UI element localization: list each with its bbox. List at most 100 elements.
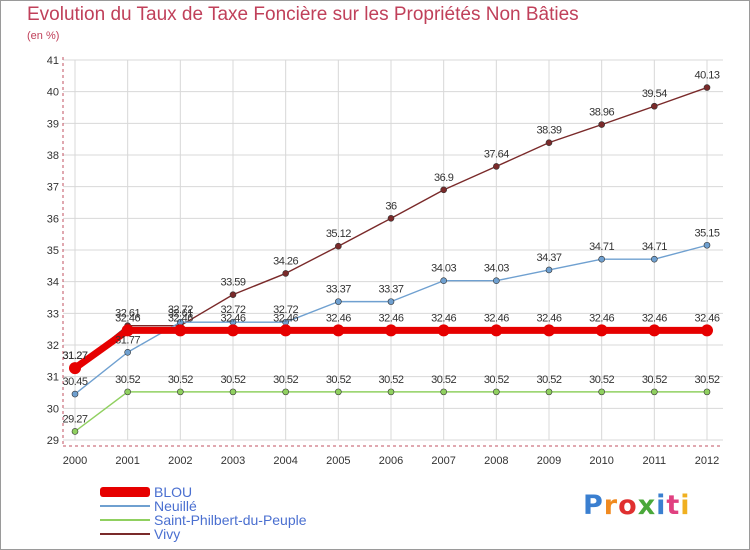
y-tick-label-34: 34 bbox=[47, 277, 59, 289]
chart-title: Evolution du Taux de Taxe Foncière sur l… bbox=[27, 4, 579, 25]
data-label-blou-2010: 32.46 bbox=[589, 312, 614, 324]
data-label-neuille-2005: 33.37 bbox=[326, 284, 351, 296]
y-tick-label-41: 41 bbox=[47, 55, 59, 67]
data-label-blou-2006: 32.46 bbox=[378, 312, 403, 324]
y-tick-label-29: 29 bbox=[47, 435, 59, 447]
legend-label-vivy: Vivy bbox=[154, 526, 181, 542]
legend-label-blou: BLOU bbox=[154, 484, 193, 500]
legend-item-saint-philbert: Saint-Philbert-du-Peuple bbox=[100, 513, 307, 527]
legend-label-saint-philbert: Saint-Philbert-du-Peuple bbox=[154, 512, 307, 528]
data-label-blou-2002: 32.46 bbox=[168, 312, 193, 324]
y-tick-label-40: 40 bbox=[47, 87, 59, 99]
point-blou-2011 bbox=[648, 324, 661, 337]
data-label-vivy-2002: 32.61 bbox=[168, 308, 193, 320]
legend-item-vivy: Vivy bbox=[100, 527, 307, 541]
point-neuille-2010 bbox=[598, 255, 605, 263]
y-tick-label-38: 38 bbox=[47, 150, 59, 162]
y-tick-label-31: 31 bbox=[47, 372, 59, 384]
logo-letter: r bbox=[603, 490, 619, 521]
y-tick-label-37: 37 bbox=[47, 182, 59, 194]
legend-item-blou: BLOU bbox=[100, 485, 307, 499]
y-tick-label-35: 35 bbox=[47, 245, 59, 257]
point-blou-2001 bbox=[121, 324, 134, 337]
point-blou-2006 bbox=[385, 324, 397, 337]
x-tick-label-2001: 2001 bbox=[115, 455, 139, 467]
legend-swatch-neuille bbox=[100, 505, 150, 507]
data-label-saint-philbert-du-peuple-2001: 30.52 bbox=[115, 374, 140, 386]
data-label-vivy-2009: 38.39 bbox=[536, 125, 561, 137]
data-label-neuille-2012: 35.15 bbox=[694, 227, 719, 239]
point-saint-philbert-du-peuple-2011 bbox=[651, 388, 658, 396]
data-label-blou-2003: 32.46 bbox=[220, 312, 245, 324]
point-neuille-2007 bbox=[440, 277, 447, 285]
x-tick-label-2009: 2009 bbox=[537, 455, 561, 467]
point-vivy-2007 bbox=[440, 186, 447, 194]
point-saint-philbert-du-peuple-2007 bbox=[440, 388, 447, 396]
point-neuille-2009 bbox=[545, 266, 553, 274]
x-tick-label-2008: 2008 bbox=[484, 455, 508, 467]
data-label-neuille-2004: 32.72 bbox=[273, 304, 298, 316]
legend-swatch-vivy bbox=[100, 533, 150, 535]
x-tick-label-2000: 2000 bbox=[63, 455, 87, 467]
logo-letter: x bbox=[637, 490, 657, 521]
x-tick-label-2006: 2006 bbox=[379, 455, 403, 467]
point-vivy-2004 bbox=[282, 270, 289, 277]
data-label-saint-philbert-du-peuple-2012: 30.52 bbox=[694, 374, 719, 386]
point-saint-philbert-du-peuple-2000 bbox=[71, 428, 79, 435]
logo-letter: o bbox=[618, 490, 638, 521]
proxiti-logo: Proxiti bbox=[583, 490, 691, 521]
logo-letter: i bbox=[656, 490, 667, 521]
y-tick-label-30: 30 bbox=[47, 403, 59, 415]
point-blou-2004 bbox=[279, 324, 292, 337]
data-label-vivy-2011: 39.54 bbox=[642, 88, 667, 100]
data-label-saint-philbert-du-peuple-2000: 29.27 bbox=[62, 413, 87, 425]
point-neuille-2006 bbox=[387, 298, 395, 305]
point-vivy-2005 bbox=[335, 242, 342, 250]
point-neuille-2001 bbox=[124, 348, 131, 356]
y-tick-label-39: 39 bbox=[47, 118, 59, 130]
point-saint-philbert-du-peuple-2006 bbox=[387, 388, 395, 396]
data-label-blou-2000: 31.27 bbox=[62, 350, 87, 362]
data-label-neuille-2008: 34.03 bbox=[484, 263, 509, 275]
data-label-neuille-2000: 30.45 bbox=[62, 376, 87, 388]
point-vivy-2003 bbox=[229, 291, 237, 298]
point-neuille-2012 bbox=[703, 241, 711, 249]
data-label-vivy-2000: 31.27 bbox=[62, 350, 87, 362]
point-neuille-2008 bbox=[493, 277, 500, 285]
point-blou-2005 bbox=[332, 324, 345, 337]
data-label-saint-philbert-du-peuple-2005: 30.52 bbox=[326, 374, 351, 386]
x-tick-label-2003: 2003 bbox=[221, 455, 245, 467]
data-label-saint-philbert-du-peuple-2002: 30.52 bbox=[168, 374, 193, 386]
data-label-vivy-2003: 33.59 bbox=[220, 277, 245, 289]
data-label-neuille-2003: 32.72 bbox=[220, 304, 245, 316]
point-blou-2009 bbox=[543, 324, 555, 337]
logo-letter: t bbox=[666, 490, 681, 521]
data-label-blou-2007: 32.46 bbox=[431, 312, 456, 324]
point-vivy-2006 bbox=[387, 215, 395, 222]
point-neuille-2011 bbox=[651, 255, 658, 263]
data-label-saint-philbert-du-peuple-2004: 30.52 bbox=[273, 374, 298, 386]
data-label-blou-2005: 32.46 bbox=[326, 312, 351, 324]
y-tick-label-32: 32 bbox=[47, 340, 59, 352]
data-label-blou-2012: 32.46 bbox=[694, 312, 719, 324]
data-label-neuille-2009: 34.37 bbox=[536, 252, 561, 264]
chart-subtitle: (en %) bbox=[27, 30, 60, 42]
data-label-saint-philbert-du-peuple-2008: 30.52 bbox=[484, 374, 509, 386]
data-label-vivy-2012: 40.13 bbox=[694, 70, 719, 82]
x-tick-label-2012: 2012 bbox=[695, 455, 719, 467]
x-tick-label-2011: 2011 bbox=[643, 455, 667, 467]
data-label-blou-2011: 32.46 bbox=[642, 312, 667, 324]
data-label-vivy-2010: 38.96 bbox=[589, 107, 614, 119]
data-label-saint-philbert-du-peuple-2009: 30.52 bbox=[536, 374, 561, 386]
data-label-neuille-2001: 31.77 bbox=[115, 334, 140, 346]
data-label-blou-2004: 32.46 bbox=[273, 312, 298, 324]
point-blou-2000 bbox=[69, 362, 81, 375]
data-label-vivy-2007: 36.9 bbox=[434, 172, 454, 184]
data-label-vivy-2004: 34.26 bbox=[273, 255, 298, 267]
point-saint-philbert-du-peuple-2012 bbox=[703, 388, 711, 396]
x-tick-label-2010: 2010 bbox=[589, 455, 613, 467]
data-label-blou-2001: 32.46 bbox=[115, 312, 140, 324]
point-saint-philbert-du-peuple-2009 bbox=[545, 388, 553, 396]
logo-letter: i bbox=[680, 490, 691, 521]
